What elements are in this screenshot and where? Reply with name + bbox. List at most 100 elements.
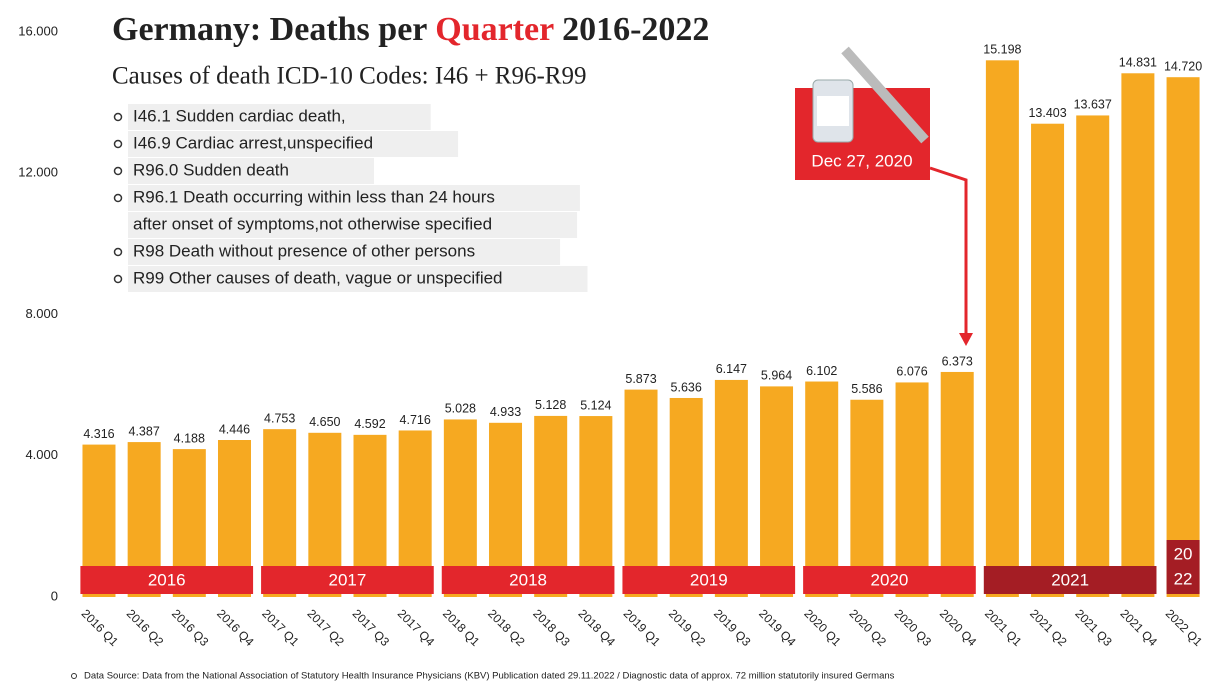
bar — [1121, 73, 1155, 597]
value-label: 4.753 — [264, 411, 295, 425]
x-tick-label: 2017 Q1 — [259, 606, 302, 649]
code-text: after onset of symptoms,not otherwise sp… — [133, 214, 492, 233]
code-highlight — [128, 158, 374, 184]
value-label: 5.124 — [580, 398, 611, 412]
x-tick-label: 2016 Q4 — [214, 606, 257, 649]
arrow-head — [959, 333, 973, 346]
year-band — [983, 566, 1157, 594]
bar — [1031, 123, 1065, 597]
code-highlight — [128, 131, 459, 157]
x-tick-label: 2019 Q4 — [756, 606, 799, 649]
value-label: 6.373 — [942, 354, 973, 368]
syringe — [841, 46, 929, 144]
x-tick-label: 2021 Q1 — [982, 606, 1025, 649]
x-tick-label: 2021 Q4 — [1118, 606, 1161, 649]
value-label: 14.831 — [1119, 56, 1157, 70]
title-part: 2016-2022 — [562, 11, 709, 48]
code-bullet — [113, 112, 123, 122]
x-tick-label: 2020 Q3 — [892, 606, 935, 649]
year-band — [441, 566, 615, 594]
value-label: 6.102 — [806, 364, 837, 378]
callout: Dec 27, 2020 — [795, 46, 973, 346]
year-band — [622, 566, 796, 594]
x-tick-label: 2018 Q2 — [485, 606, 528, 649]
value-label: 13.403 — [1028, 106, 1066, 120]
year-band — [1166, 540, 1200, 594]
y-tick-label: 12.000 — [18, 165, 58, 180]
callout-text: Dec 27, 2020 — [811, 151, 912, 170]
bar — [850, 399, 884, 597]
value-label: 15.198 — [983, 43, 1021, 57]
code-highlight — [128, 104, 431, 130]
code-highlight — [128, 185, 580, 211]
value-label: 6.147 — [716, 362, 747, 376]
code-text: I46.1 Sudden cardiac death, — [133, 106, 346, 125]
bar — [895, 382, 929, 597]
x-tick-label: 2016 Q1 — [79, 606, 122, 649]
value-label: 4.188 — [174, 431, 205, 445]
callout-arrow — [929, 166, 968, 335]
value-label: 4.716 — [400, 413, 431, 427]
x-tick-label: 2016 Q3 — [169, 606, 212, 649]
y-tick-label: 16.000 — [18, 23, 58, 38]
value-label: 4.592 — [354, 417, 385, 431]
year-band — [803, 566, 976, 594]
year-label: 2020 — [871, 570, 909, 589]
year-band — [261, 566, 434, 594]
subtitle: Causes of death ICD-10 Codes: I46 + R96-… — [112, 63, 586, 90]
bar — [669, 397, 703, 597]
y-tick-label: 8.000 — [25, 306, 58, 321]
x-tick-label: 2020 Q2 — [847, 606, 890, 649]
x-tick-label: 2019 Q3 — [711, 606, 754, 649]
value-label: 4.446 — [219, 422, 250, 436]
value-label: 4.933 — [490, 405, 521, 419]
x-tick-label: 2018 Q1 — [440, 606, 483, 649]
x-tick-label: 2022 Q1 — [1163, 606, 1206, 649]
year-label: 2018 — [509, 570, 547, 589]
source-bullet — [71, 673, 77, 679]
code-bullet — [113, 274, 123, 284]
value-label: 14.720 — [1164, 59, 1202, 73]
code-bullet — [113, 247, 123, 257]
code-text: I46.9 Cardiac arrest,unspecified — [133, 133, 373, 152]
value-label: 5.873 — [625, 372, 656, 386]
x-tick-label: 2017 Q4 — [395, 606, 438, 649]
code-text: R96.1 Death occurring within less than 2… — [133, 187, 495, 206]
x-tick-label: 2018 Q4 — [575, 606, 618, 649]
x-tick-label: 2019 Q1 — [621, 606, 664, 649]
code-highlight — [128, 239, 561, 265]
code-bullet — [113, 139, 123, 149]
code-text: R96.0 Sudden death — [133, 160, 289, 179]
vial-label — [817, 96, 849, 126]
title-part: Germany: Deaths per — [112, 11, 427, 48]
value-label: 13.637 — [1074, 98, 1112, 112]
year-label: 20 — [1174, 544, 1193, 563]
year-label: 2021 — [1051, 570, 1089, 589]
code-text: R98 Death without presence of other pers… — [133, 241, 475, 260]
bar — [1166, 77, 1200, 597]
code-highlight — [128, 212, 578, 238]
value-label: 4.387 — [129, 424, 160, 438]
code-text: R99 Other causes of death, vague or unsp… — [133, 268, 503, 287]
value-label: 5.128 — [535, 398, 566, 412]
title-highlight: Quarter — [435, 11, 554, 48]
source: Data Source: Data from the National Asso… — [84, 671, 895, 682]
x-tick-label: 2017 Q2 — [304, 606, 347, 649]
bar — [805, 381, 839, 597]
value-label: 5.028 — [445, 402, 476, 416]
year-band — [80, 566, 254, 594]
bar — [1076, 115, 1110, 598]
year-label: 2016 — [148, 570, 186, 589]
bar — [985, 60, 1019, 598]
code-highlight — [128, 266, 588, 292]
x-tick-label: 2021 Q3 — [1072, 606, 1115, 649]
x-tick-label: 2020 Q1 — [801, 606, 844, 649]
code-bullet — [113, 193, 123, 203]
x-tick-label: 2019 Q2 — [666, 606, 709, 649]
x-tick-label: 2021 Q2 — [1027, 606, 1070, 649]
year-label: 22 — [1174, 569, 1193, 588]
y-tick-label: 4.000 — [25, 447, 58, 462]
value-label: 4.650 — [309, 415, 340, 429]
x-tick-label: 2016 Q2 — [124, 606, 167, 649]
